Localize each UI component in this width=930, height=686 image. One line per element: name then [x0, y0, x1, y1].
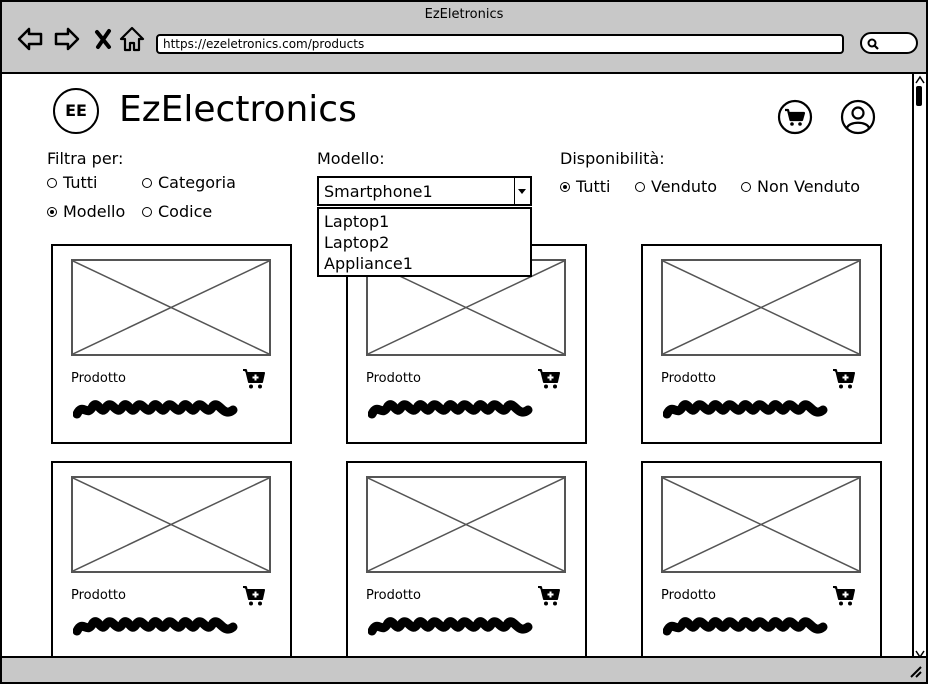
- arrow-left-icon[interactable]: [16, 24, 44, 54]
- dropdown-option[interactable]: Laptop2: [324, 233, 390, 252]
- model-select-value: Smartphone1: [324, 182, 433, 201]
- cart-add-icon[interactable]: [242, 368, 266, 390]
- filter-radio-codice[interactable]: Codice: [142, 202, 212, 222]
- product-image-placeholder: [661, 476, 861, 573]
- availability-radio-non-venduto[interactable]: Non Venduto: [741, 177, 860, 197]
- dropdown-option[interactable]: Appliance1: [324, 254, 413, 273]
- price-scribble: [368, 617, 533, 636]
- window-title: EzEletronics: [424, 7, 504, 22]
- availability-radio-tutti[interactable]: Tutti: [560, 177, 610, 197]
- radio-label: Codice: [158, 202, 213, 221]
- product-image-placeholder: [366, 476, 566, 573]
- product-name: Prodotto: [366, 371, 421, 386]
- search-icon: [867, 38, 879, 50]
- radio-circle: [741, 182, 751, 192]
- radio-label: Venduto: [651, 177, 718, 196]
- radio-circle-checked: [47, 207, 57, 217]
- home-icon[interactable]: [118, 24, 146, 54]
- model-dropdown-list: Laptop1 Laptop2 Appliance1: [317, 207, 532, 277]
- radio-circle: [142, 178, 152, 188]
- user-icon[interactable]: [840, 99, 876, 135]
- cart-add-icon[interactable]: [832, 585, 856, 607]
- logo[interactable]: EE: [53, 88, 99, 134]
- radio-label: Tutti: [576, 177, 611, 196]
- filter-radio-tutti[interactable]: Tutti: [47, 173, 97, 193]
- product-image-placeholder: [71, 476, 271, 573]
- model-label: Modello:: [317, 149, 385, 168]
- url-input[interactable]: https://ezeletronics.com/products: [156, 34, 844, 54]
- model-select[interactable]: Smartphone1: [317, 176, 532, 206]
- brand-title: EzElectronics: [119, 89, 357, 130]
- radio-label: Modello: [63, 202, 126, 221]
- shopping-cart-icon[interactable]: [777, 99, 813, 135]
- resize-grip-icon[interactable]: [908, 664, 922, 678]
- chevron-down-icon[interactable]: [514, 178, 530, 204]
- product-image-placeholder: [661, 259, 861, 356]
- product-card[interactable]: Prodotto: [346, 244, 587, 444]
- radio-label: Categoria: [158, 173, 236, 192]
- scroll-up-icon[interactable]: [915, 75, 925, 85]
- vertical-scrollbar[interactable]: [912, 74, 926, 660]
- browser-search-field[interactable]: [860, 32, 918, 54]
- cart-add-icon[interactable]: [537, 585, 561, 607]
- cart-add-icon[interactable]: [537, 368, 561, 390]
- product-card[interactable]: Prodotto: [51, 244, 292, 444]
- product-card[interactable]: Prodotto: [641, 461, 882, 661]
- product-name: Prodotto: [366, 588, 421, 603]
- price-scribble: [73, 400, 238, 419]
- product-name: Prodotto: [661, 588, 716, 603]
- filter-by-label: Filtra per:: [47, 149, 124, 168]
- cart-add-icon[interactable]: [832, 368, 856, 390]
- product-image-placeholder: [71, 259, 271, 356]
- filter-radio-categoria[interactable]: Categoria: [142, 173, 236, 193]
- price-scribble: [73, 617, 238, 636]
- availability-label: Disponibilità:: [560, 149, 665, 168]
- product-name: Prodotto: [661, 371, 716, 386]
- availability-radio-venduto[interactable]: Venduto: [635, 177, 717, 197]
- radio-label: Non Venduto: [757, 177, 861, 196]
- close-icon[interactable]: [90, 24, 118, 54]
- product-card[interactable]: Prodotto: [51, 461, 292, 661]
- product-card[interactable]: Prodotto: [641, 244, 882, 444]
- product-card[interactable]: Prodotto: [346, 461, 587, 661]
- price-scribble: [663, 400, 828, 419]
- price-scribble: [663, 617, 828, 636]
- product-name: Prodotto: [71, 371, 126, 386]
- cart-add-icon[interactable]: [242, 585, 266, 607]
- filter-radio-modello[interactable]: Modello: [47, 202, 125, 222]
- radio-circle: [142, 207, 152, 217]
- radio-circle-checked: [560, 182, 570, 192]
- browser-toolbar: EzEletronics https://ezeletronics.com/pr…: [2, 2, 926, 74]
- price-scribble: [368, 400, 533, 419]
- radio-label: Tutti: [63, 173, 98, 192]
- dropdown-option[interactable]: Laptop1: [324, 212, 390, 231]
- product-name: Prodotto: [71, 588, 126, 603]
- arrow-right-icon[interactable]: [53, 24, 81, 54]
- radio-circle: [635, 182, 645, 192]
- radio-circle: [47, 178, 57, 188]
- status-bar: [2, 656, 926, 682]
- scroll-thumb[interactable]: [916, 86, 922, 106]
